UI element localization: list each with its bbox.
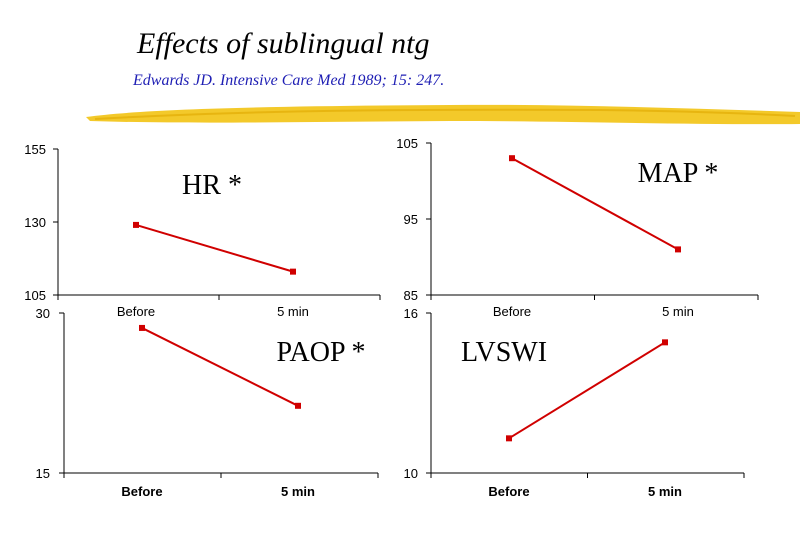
data-point <box>139 324 145 331</box>
slide-title: Effects of sublingual ntg <box>137 27 430 60</box>
y-tick-label: 10 <box>404 466 418 481</box>
y-tick-label: 95 <box>404 212 418 227</box>
y-tick-label: 130 <box>24 215 46 230</box>
x-category-label: 5 min <box>281 484 315 499</box>
data-point <box>290 268 296 275</box>
series-line <box>141 327 299 407</box>
chart-panel-2: 15 30 Before 5 min PAOP * <box>36 306 379 499</box>
x-category-label: 5 min <box>662 304 694 319</box>
y-tick-label: 15 <box>36 466 50 481</box>
x-category-label: Before <box>493 304 531 319</box>
x-category-label: 5 min <box>277 304 309 319</box>
y-tick-label: 105 <box>24 288 46 303</box>
panel-label: MAP * <box>638 158 719 189</box>
x-category-label: 5 min <box>648 484 682 499</box>
series-line <box>508 341 666 440</box>
panel-label: LVSWI <box>461 337 547 368</box>
y-tick-label: 85 <box>404 288 418 303</box>
data-point <box>133 221 139 228</box>
y-tick-label: 30 <box>36 306 50 321</box>
y-tick-label: 105 <box>396 136 418 151</box>
data-point <box>509 155 515 162</box>
data-point <box>506 435 512 442</box>
chart-panel-0: 105 130 155 Before 5 min HR * <box>24 142 381 319</box>
series-line <box>511 157 679 251</box>
data-point <box>675 246 681 253</box>
chart-panel-1: 85 95 105 Before 5 min MAP * <box>396 136 759 319</box>
x-category-label: Before <box>488 484 529 499</box>
data-point <box>662 339 668 346</box>
chart-panel-3: 10 16 Before 5 min LVSWI <box>404 306 745 499</box>
slide-subtitle: Edwards JD. Intensive Care Med 1989; 15:… <box>133 72 445 89</box>
panel-label: HR * <box>182 170 242 201</box>
data-point <box>295 402 301 409</box>
x-category-label: Before <box>117 304 155 319</box>
y-tick-label: 16 <box>404 306 418 321</box>
x-category-label: Before <box>121 484 162 499</box>
y-tick-label: 155 <box>24 142 46 157</box>
panel-label: PAOP * <box>277 337 366 368</box>
series-line <box>135 223 294 273</box>
